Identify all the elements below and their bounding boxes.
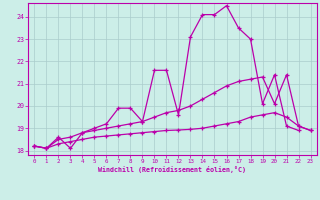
- X-axis label: Windchill (Refroidissement éolien,°C): Windchill (Refroidissement éolien,°C): [99, 166, 246, 173]
